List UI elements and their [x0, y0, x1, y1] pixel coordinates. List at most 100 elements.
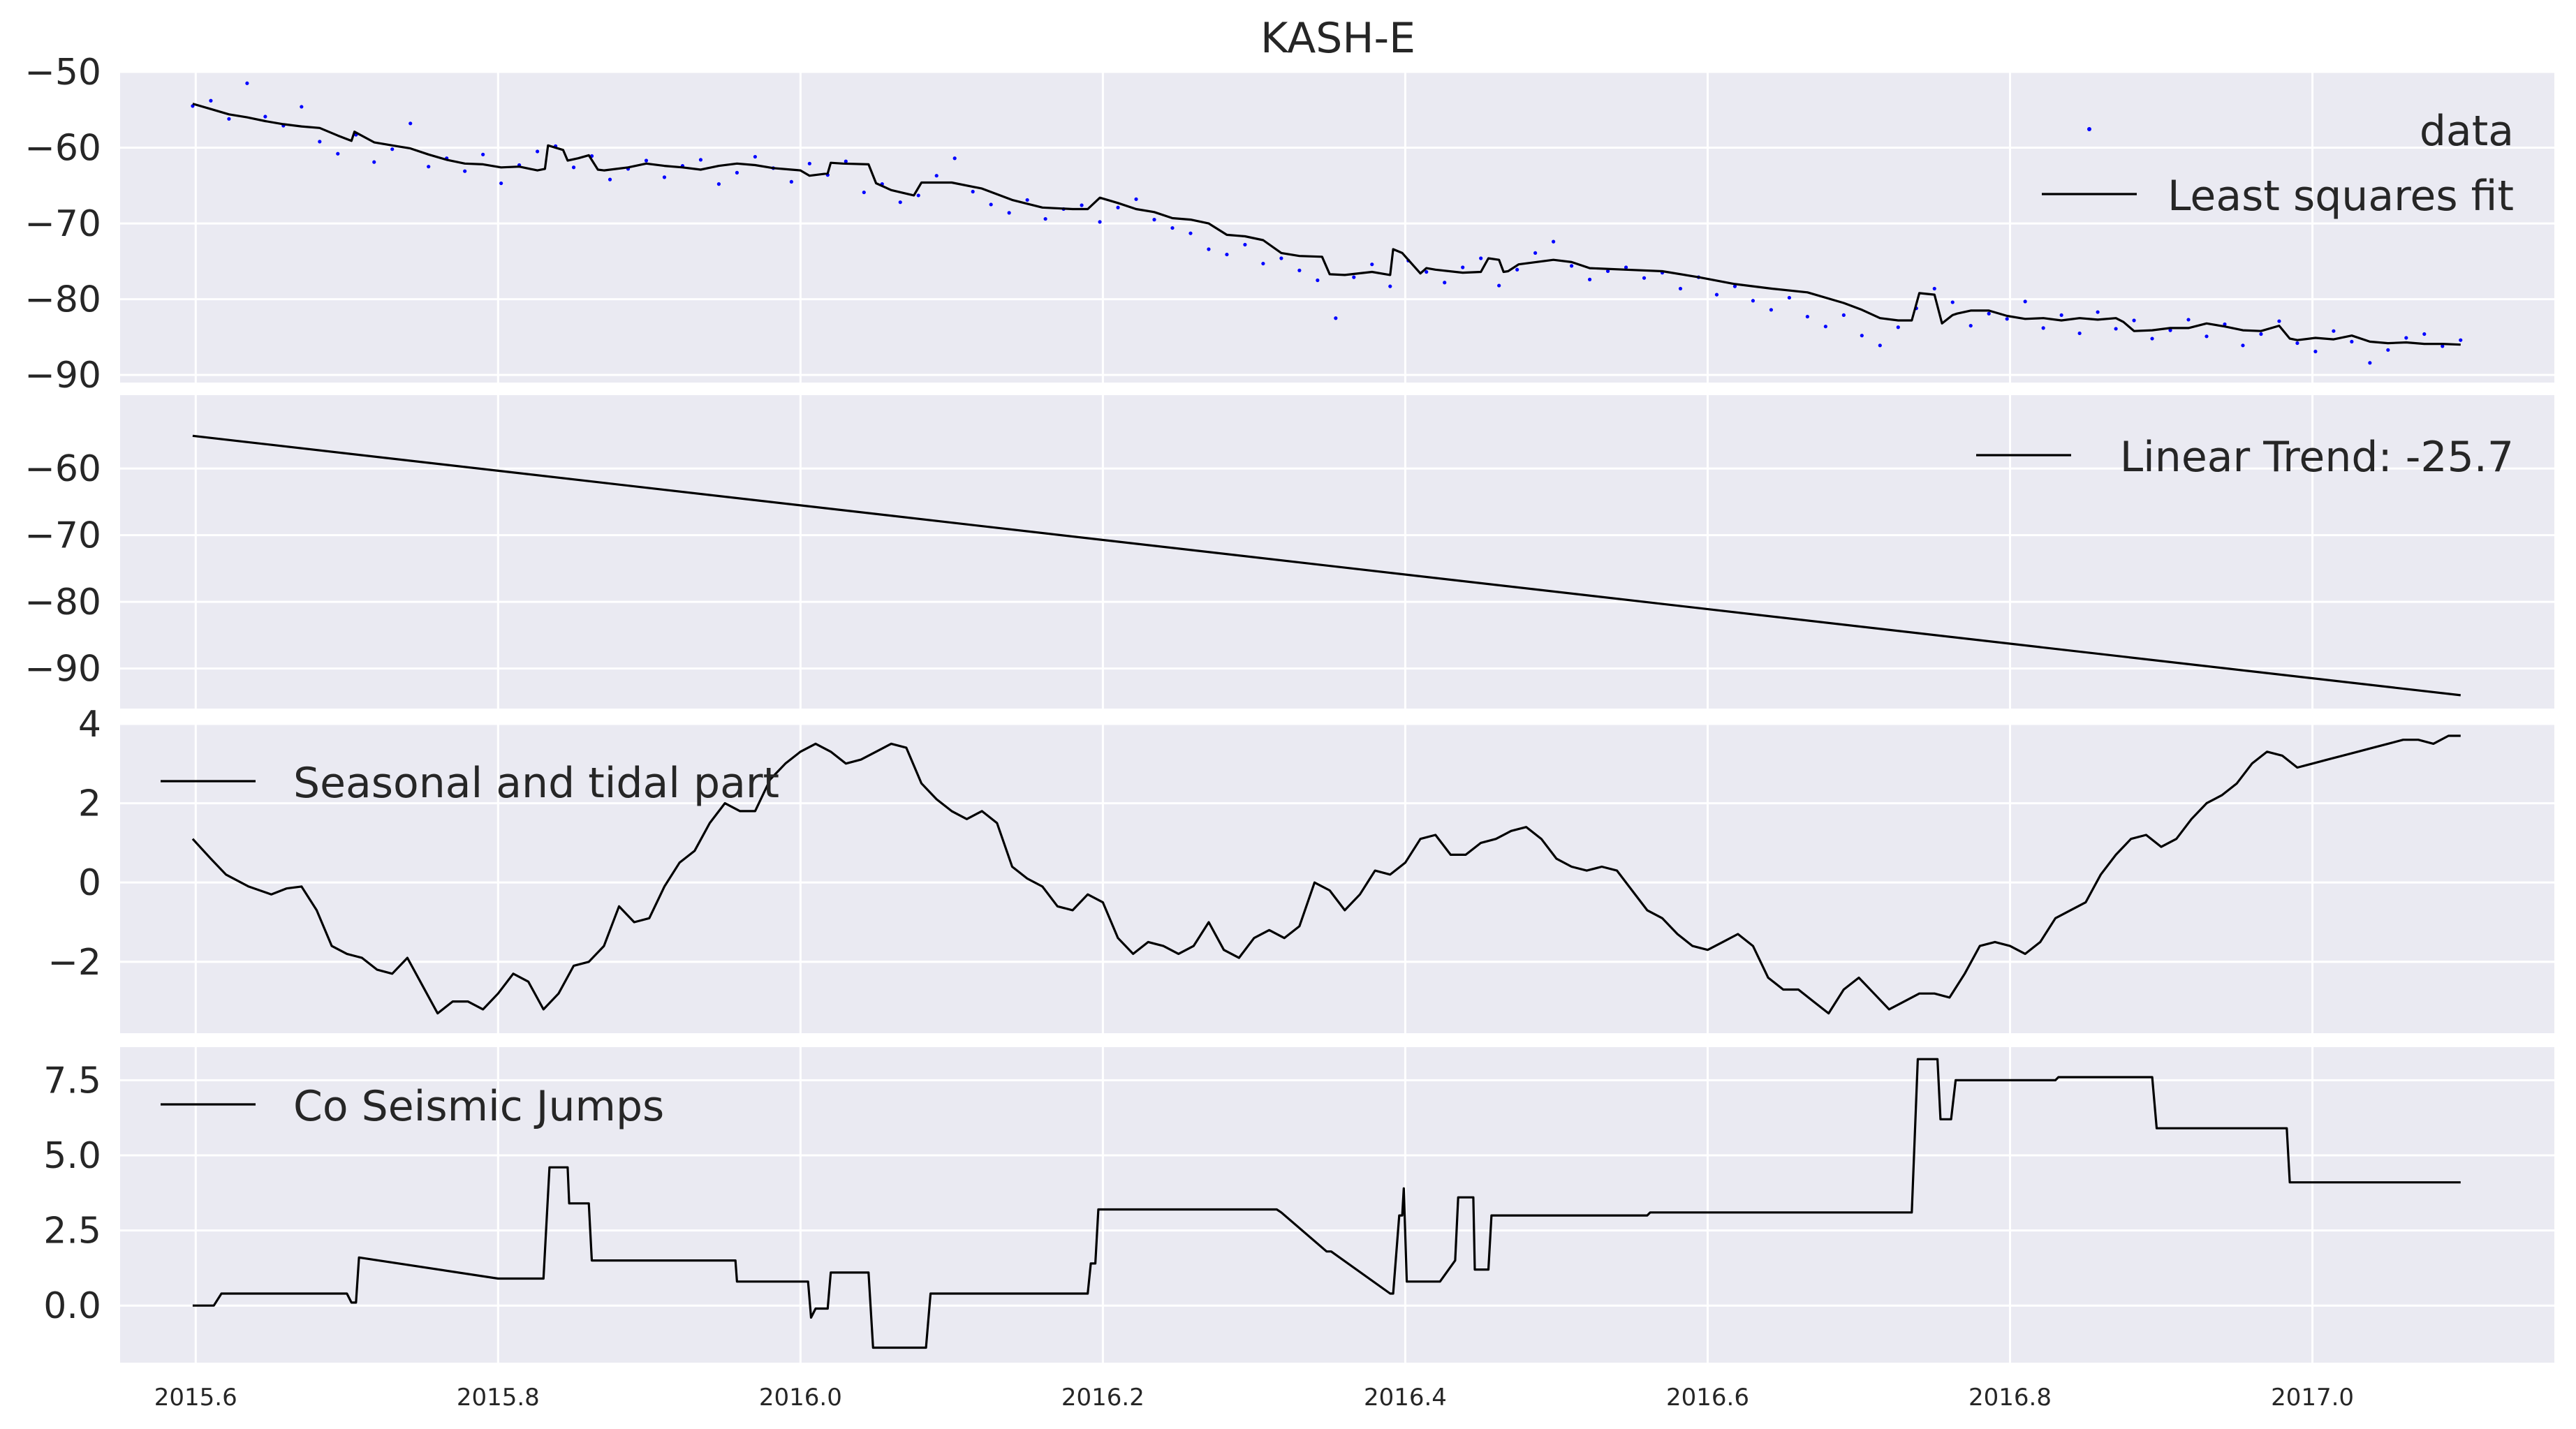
data-point [2096, 310, 2100, 314]
data-point [1552, 239, 1556, 244]
data-point [1261, 261, 1265, 266]
y-tick-label: 5.0 [43, 1135, 101, 1177]
data-point [952, 156, 957, 161]
legend: Linear Trend: -25.7 [1976, 433, 2514, 482]
y-tick-label: −90 [24, 649, 101, 690]
data-point [1570, 264, 1574, 268]
series-line [191, 734, 2461, 1015]
data-point [807, 161, 811, 165]
data-point [2459, 338, 2463, 342]
data-point [1225, 252, 1229, 257]
legend: Seasonal and tidal part [161, 759, 779, 808]
data-point [2332, 329, 2336, 333]
data-point [2132, 318, 2136, 323]
data-point [1932, 286, 1936, 291]
series-line [192, 1058, 2461, 1349]
data-point [2041, 326, 2045, 330]
data-point [1805, 314, 1809, 319]
y-tick-label: 0 [78, 862, 101, 904]
x-tick-label: 2015.6 [154, 1384, 237, 1412]
data-point [989, 202, 993, 207]
series-line [192, 434, 2461, 697]
data-point [463, 169, 467, 173]
data-point [227, 117, 231, 121]
y-tick-label: −50 [24, 52, 101, 94]
data-point [318, 140, 322, 144]
data-point [1587, 277, 1592, 281]
figure-title: KASH-E [1260, 14, 1415, 63]
legend-label: Linear Trend: -25.7 [2120, 433, 2514, 482]
data-point [716, 182, 721, 186]
x-tick-label: 2017.0 [2271, 1384, 2354, 1412]
legend-marker [2087, 127, 2091, 131]
series-line [192, 103, 2461, 346]
y-tick-label: 4 [78, 704, 101, 746]
data-point [571, 165, 576, 170]
data-point [2241, 343, 2245, 348]
data-point [2295, 341, 2299, 346]
x-tick-label: 2016.4 [1364, 1384, 1447, 1412]
y-tick-label: −80 [24, 582, 101, 623]
subplot-4: 0.0 2.5 5.0 7.5 2015.6 2015.8 2016.0 2016.2 2016… [43, 1047, 2554, 1412]
axes-background [120, 395, 2554, 709]
data-point [1787, 295, 1791, 300]
data-point [1425, 269, 1429, 274]
x-tick-label: 2016.0 [759, 1384, 842, 1412]
data-point [1388, 284, 1392, 288]
legend-label: Least squares fit [2167, 172, 2514, 221]
subplot-2: −90 −80 −70 −60 Linear Trend: -25.7 [24, 395, 2554, 709]
data-point [1968, 323, 1973, 328]
data-point [1098, 220, 1102, 224]
data-point [644, 158, 649, 163]
data-point [1642, 276, 1647, 280]
data-point [390, 147, 395, 151]
y-tick-label: −70 [24, 515, 101, 557]
data-point [1116, 205, 1120, 209]
subplot-3: −2 0 2 4 Seasonal and tidal part [47, 704, 2554, 1033]
legend: Co Seismic Jumps [161, 1082, 664, 1131]
data-point [2368, 361, 2372, 365]
y-tick-label: −60 [24, 448, 101, 490]
data-point [499, 181, 503, 186]
data-point [1987, 311, 1991, 316]
data-point [1479, 256, 1483, 260]
data-point [372, 160, 376, 164]
data-point [862, 190, 866, 195]
x-tick-label: 2016.8 [1968, 1384, 2052, 1412]
data-point [2077, 331, 2082, 336]
data-point [735, 170, 739, 175]
y-tick-label: 2.5 [43, 1210, 101, 1252]
data-point [2313, 349, 2318, 354]
data-point [1352, 275, 1356, 279]
data-point [1316, 278, 1320, 283]
data-point [336, 151, 340, 156]
data-point [2023, 299, 2027, 304]
data-point [209, 98, 213, 103]
data-point [1751, 299, 1756, 303]
legend-label: data [2420, 107, 2514, 156]
data-point [2386, 348, 2390, 352]
data-point [1297, 268, 1302, 272]
data-point [427, 165, 431, 169]
data-point [2059, 313, 2063, 318]
data-point [1188, 231, 1193, 235]
data-point [536, 149, 540, 154]
data-points [191, 81, 2463, 365]
data-point [1170, 225, 1175, 230]
y-tick-label: −70 [24, 203, 101, 245]
data-point [1207, 247, 1211, 251]
data-point [698, 158, 703, 162]
x-tick-label: 2016.2 [1061, 1384, 1145, 1412]
legend-label: Seasonal and tidal part [293, 759, 779, 808]
data-point [2422, 332, 2427, 336]
data-point [1279, 256, 1283, 260]
data-point [1769, 308, 1774, 312]
data-point [1878, 343, 1882, 348]
y-tick-label: 2 [78, 783, 101, 825]
data-point [1714, 293, 1719, 297]
data-point [1533, 251, 1538, 256]
data-point [1860, 334, 1864, 338]
data-point [662, 175, 667, 179]
data-point [608, 177, 612, 182]
